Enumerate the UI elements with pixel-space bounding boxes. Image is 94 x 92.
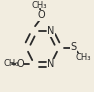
Text: S: S [70, 42, 77, 52]
Text: N: N [47, 59, 54, 69]
Text: N: N [47, 26, 54, 36]
Text: O: O [38, 10, 45, 20]
Text: CH₃: CH₃ [75, 53, 91, 62]
Text: O: O [16, 59, 24, 69]
Text: CH₃: CH₃ [3, 59, 19, 68]
Text: CH₃: CH₃ [31, 1, 47, 10]
